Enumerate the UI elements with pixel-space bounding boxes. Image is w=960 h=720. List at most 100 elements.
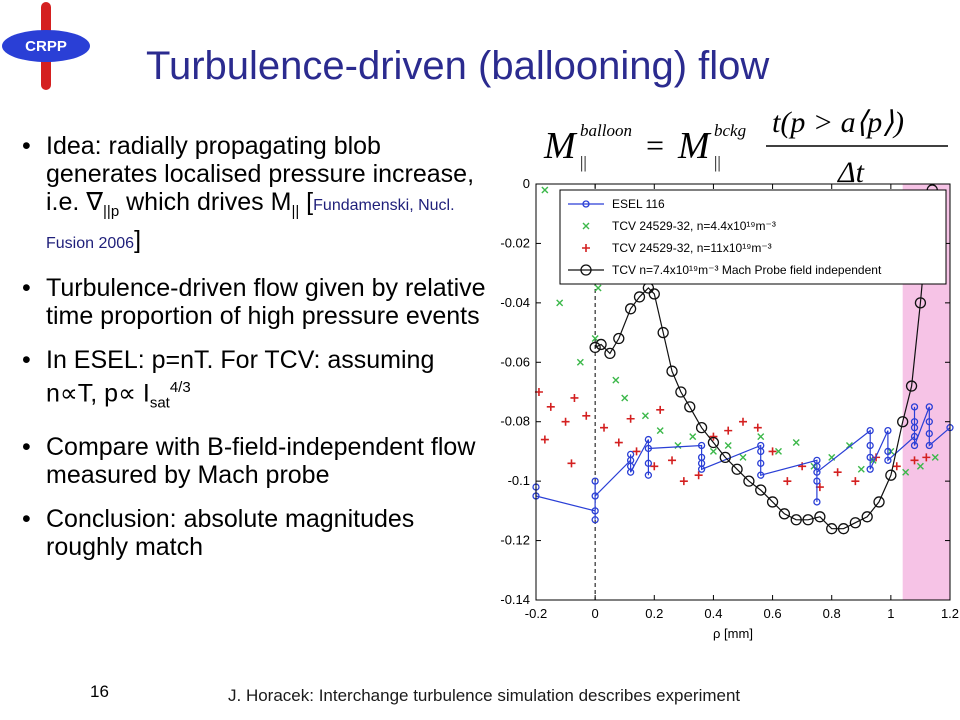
- tcv-high-point: [910, 456, 919, 465]
- mach-point: [633, 291, 646, 303]
- tcv-high-point: [892, 462, 901, 471]
- bullet-text: In ESEL: p=nT. For TCV: assuming n: [46, 346, 435, 408]
- mach-point: [778, 508, 791, 520]
- esel-point: [697, 441, 706, 450]
- tcv-low-point: [621, 394, 629, 402]
- esel-point: [591, 516, 599, 524]
- bullet-text: Idea: radially propagating blob generate…: [46, 132, 475, 216]
- tcv-low-point: [724, 441, 732, 449]
- plot-frame: [535, 183, 951, 601]
- tcv-low-point: [845, 441, 853, 449]
- tcv-high-point: [679, 477, 688, 486]
- tcv-high-point: [739, 417, 747, 426]
- tcv-high-point: [656, 405, 665, 414]
- esel-point: [813, 477, 821, 485]
- mach-point: [604, 347, 616, 360]
- legend-marker: [582, 244, 590, 252]
- formula-rhs-sup: bckg: [714, 121, 746, 140]
- tcv-low-point: [709, 447, 717, 455]
- esel-point: [925, 441, 933, 450]
- tcv-high-point: [614, 438, 623, 447]
- esel-point: [757, 459, 765, 467]
- y-tick-label: -0.1: [508, 473, 530, 488]
- slide-number: 16: [90, 682, 109, 701]
- esel-point: [925, 429, 933, 438]
- tcv-high-point: [768, 447, 777, 456]
- mach-line: [594, 189, 933, 530]
- formula: M balloon || = M bckg || t(p > a⟨p⟩) Δt: [543, 106, 948, 188]
- y-tick-label: -0.06: [500, 354, 530, 369]
- formula-lhs-sup: balloon: [580, 121, 632, 140]
- mach-point: [885, 469, 897, 481]
- bullet-item: Idea: radially propagating blob generate…: [12, 132, 490, 258]
- tcv-high-point: [833, 468, 842, 477]
- flow-chart: -0.2 0 0.2 0.4 0.6 0.8 1 1.2 0 -0.02 -0.04 -0.06 -0.…: [500, 176, 959, 641]
- plot-marks: [532, 184, 954, 535]
- formula-eq: =: [646, 127, 664, 163]
- mach-point: [897, 416, 909, 428]
- mach-point: [743, 475, 755, 487]
- esel-point: [866, 441, 874, 450]
- legend-label: TCV 24529-32, n=11x10¹⁹m⁻³: [612, 241, 772, 255]
- tcv-low-point: [931, 453, 939, 461]
- bullet-list: Idea: radially propagating blob generate…: [12, 132, 490, 577]
- logo-text: CRPP: [25, 38, 67, 55]
- esel-point: [813, 498, 821, 506]
- mach-point: [675, 386, 687, 398]
- esel-point: [884, 447, 892, 456]
- y-tick-label: -0.04: [500, 295, 530, 310]
- mach-point: [837, 523, 850, 535]
- tcv-high-point: [582, 411, 591, 420]
- mach-point: [905, 380, 918, 392]
- y-tick-label: -0.02: [500, 235, 530, 250]
- bullet-item: Turbulence-driven flow given by relative…: [12, 274, 490, 330]
- tcv-low-point: [576, 358, 584, 366]
- esel-point: [626, 468, 635, 476]
- x-axis-label: ρ [mm]: [713, 626, 753, 641]
- tcv-high-point: [922, 453, 931, 462]
- tcv-high-point: [724, 426, 733, 435]
- bullet-text: 4/3: [169, 379, 191, 396]
- tcv-low-point: [739, 453, 747, 461]
- tcv-low-point: [656, 427, 664, 435]
- mach-point: [861, 511, 873, 523]
- legend-label: ESEL 116: [612, 197, 665, 211]
- tcv-low-point: [556, 299, 564, 307]
- formula-numerator: t(p > a⟨p⟩): [772, 106, 904, 139]
- tcv-high-point: [626, 414, 635, 423]
- legend-box: [559, 189, 947, 285]
- mach-point: [657, 326, 669, 339]
- esel-point: [910, 432, 919, 441]
- tcv-high-point: [567, 459, 576, 468]
- mach-point: [755, 484, 767, 496]
- esel-point: [925, 403, 933, 411]
- tcv-low-point: [689, 433, 697, 441]
- esel-point: [626, 450, 635, 459]
- tcv-high-point: [570, 393, 579, 402]
- x-tick-label: 0.4: [704, 606, 722, 621]
- mach-point: [766, 496, 779, 508]
- esel-point: [884, 456, 892, 464]
- x-tick-label: 0: [592, 606, 599, 621]
- legend-marker: [580, 264, 592, 276]
- bullet-text: ||: [291, 203, 300, 220]
- tcv-high-point: [851, 477, 860, 486]
- bullet-text: I: [135, 379, 150, 408]
- formula-lhs-m: M: [543, 125, 578, 167]
- bullet-item: Conclusion: absolute magnitudes roughly …: [12, 505, 490, 561]
- x-tick-label: 0.8: [823, 606, 841, 621]
- mach-point: [826, 523, 838, 535]
- mach-point: [914, 297, 927, 309]
- tcv-high-point: [709, 432, 718, 441]
- tcv-low-point: [774, 447, 782, 455]
- esel-point: [644, 435, 653, 444]
- formula-denominator: Δt: [837, 156, 865, 188]
- esel-point: [910, 424, 919, 432]
- esel-point: [644, 459, 653, 467]
- x-tick-label: 1.2: [941, 606, 959, 621]
- mach-point: [790, 514, 802, 526]
- mach-point: [719, 451, 731, 464]
- bullet-text: Turbulence-driven flow given by relative…: [46, 274, 486, 330]
- mach-point: [849, 517, 862, 529]
- esel-point: [697, 465, 706, 473]
